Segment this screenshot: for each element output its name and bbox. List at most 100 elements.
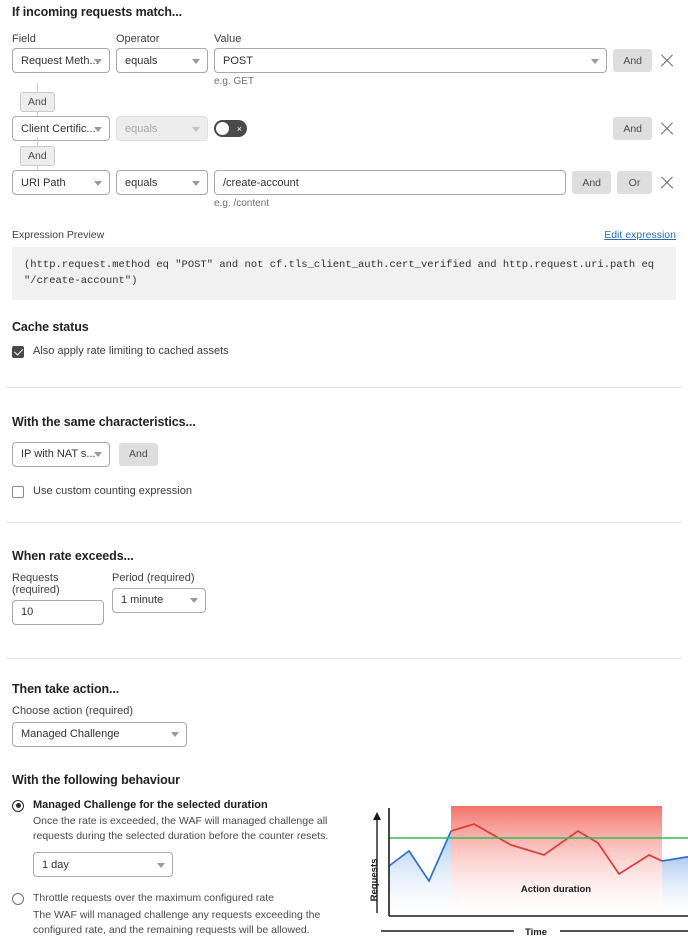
rule-field-value-3: URI Path [21, 176, 66, 189]
rule-value-toggle-2[interactable]: × [214, 120, 247, 137]
chart-ylabel: Requests [369, 858, 380, 901]
behaviour-option-2[interactable]: Throttle requests over the maximum confi… [12, 891, 352, 938]
behaviour-option-1-desc: Once the rate is exceeded, the WAF will … [33, 815, 329, 843]
chevron-down-icon [591, 58, 600, 64]
rule-row: Client Certific... equals × [12, 116, 676, 141]
rule-field-value-2: Client Certific... [21, 122, 96, 135]
column-header-value: Value [214, 33, 242, 45]
page-title: If incoming requests match... [12, 5, 183, 19]
connector-and-button-1[interactable]: And [20, 91, 55, 112]
period-label: Period (required) [112, 571, 195, 584]
chevron-down-icon [171, 732, 179, 738]
rate-limit-chart: Requests Time Time Action duration [366, 798, 688, 944]
chart-annotation: Action duration [521, 884, 591, 895]
chevron-down-icon [192, 126, 200, 132]
chart-line-exceeded [451, 822, 662, 875]
chevron-down-icon [94, 58, 102, 64]
toggle-off-icon: × [236, 123, 242, 134]
edit-expression-link[interactable]: Edit expression [604, 229, 676, 241]
close-icon[interactable] [658, 120, 676, 138]
rule-and-button-3[interactable]: And [572, 171, 611, 194]
action-duration-band [451, 805, 662, 916]
behaviour-option-1[interactable]: Managed Challenge for the selected durat… [12, 798, 352, 878]
rule-field-value-1: Request Meth... [21, 54, 99, 67]
radio-icon-throttle[interactable] [12, 893, 24, 906]
rule-value-input-3[interactable]: /create-account [214, 170, 567, 195]
divider [6, 521, 682, 523]
rule-value-3: /create-account [223, 176, 299, 189]
cache-checkbox-label: Also apply rate limiting to cached asset… [33, 344, 229, 357]
behaviour-option-1-title: Managed Challenge for the selected durat… [33, 798, 268, 811]
close-icon[interactable] [658, 174, 676, 192]
characteristics-select[interactable]: IP with NAT s... [12, 441, 110, 467]
checkbox-icon-cache[interactable] [12, 345, 24, 358]
expression-preview-header: Expression Preview Edit expression [12, 229, 676, 241]
rule-operator-value-3: equals [125, 176, 158, 189]
requests-value: 10 [21, 606, 34, 619]
chevron-down-icon [157, 862, 165, 868]
chart-line-normal-right [662, 855, 688, 862]
rate-limit-chart-svg: Requests Time Time Action duration [369, 805, 688, 938]
chart-line-normal-left [389, 830, 451, 883]
behaviour-title: With the following behaviour [12, 772, 180, 787]
divider [6, 386, 682, 388]
chevron-down-icon [94, 180, 102, 186]
period-value: 1 minute [121, 594, 164, 607]
behaviour-option-2-title: Throttle requests over the maximum confi… [33, 892, 275, 905]
chevron-down-icon [192, 180, 200, 186]
choose-action-label: Choose action (required) [12, 704, 134, 717]
rule-row: Request Meth... equals POST e.g. GET [12, 48, 676, 87]
rule-operator-value-1: equals [125, 54, 158, 67]
duration-select[interactable]: 1 day [33, 852, 173, 878]
chevron-down-icon [190, 598, 198, 604]
chevron-down-icon [94, 126, 102, 132]
custom-counting-label: Use custom counting expression [33, 484, 192, 497]
divider [6, 657, 682, 659]
rule-field-select-1[interactable]: Request Meth... [12, 48, 110, 73]
rule-value-hint-1: e.g. GET [214, 76, 255, 87]
rule-or-button-3[interactable]: Or [617, 171, 652, 194]
rule-row: URI Path equals /create-account e.g. /co… [12, 170, 676, 209]
rule-operator-select-3[interactable]: equals [116, 170, 208, 195]
connector-and-button-2[interactable]: And [20, 145, 55, 166]
rule-operator-value-2: equals [125, 122, 158, 135]
cache-checkbox-row[interactable]: Also apply rate limiting to cached asset… [12, 345, 676, 358]
rule-connector-1: And [12, 83, 676, 120]
requests-input[interactable]: 10 [12, 599, 104, 625]
rule-value-select-1[interactable]: POST [214, 48, 608, 73]
behaviour-option-2-desc: The WAF will managed challenge any reque… [33, 909, 321, 936]
checkbox-icon-custom-counting[interactable] [12, 485, 24, 498]
characteristics-value: IP with NAT s... [21, 448, 96, 461]
choose-action-select[interactable]: Managed Challenge [12, 721, 187, 747]
rule-value-1: POST [223, 54, 253, 67]
custom-counting-row[interactable]: Use custom counting expression [12, 485, 676, 498]
rule-connector-2: And [12, 137, 676, 174]
cache-status-title: Cache status [12, 319, 89, 334]
rule-operator-select-2: equals [116, 116, 208, 141]
chevron-down-icon [192, 58, 200, 64]
expression-preview-label: Expression Preview [12, 229, 105, 241]
choose-action-value: Managed Challenge [21, 728, 120, 741]
rule-field-select-3[interactable]: URI Path [12, 170, 110, 195]
action-title: Then take action... [12, 681, 120, 696]
rule-and-button-1[interactable]: And [613, 49, 652, 72]
radio-icon-managed-challenge[interactable] [12, 799, 24, 812]
expression-preview-text: (http.request.method eq "POST" and not c… [12, 247, 676, 300]
rule-list: Request Meth... equals POST e.g. GET [12, 48, 676, 209]
rule-column-headers: Field Operator Value [12, 33, 676, 45]
chevron-down-icon [94, 452, 102, 458]
rule-and-button-2[interactable]: And [613, 117, 652, 140]
rate-title: When rate exceeds... [12, 548, 134, 563]
close-icon[interactable] [658, 52, 676, 70]
column-header-field: Field [12, 33, 36, 45]
column-header-operator: Operator [116, 33, 160, 45]
rule-operator-select-1[interactable]: equals [116, 48, 208, 73]
chart-xlabel-text: Time [525, 927, 547, 938]
characteristics-and-button[interactable]: And [119, 442, 158, 466]
duration-value: 1 day [42, 858, 69, 871]
rule-field-select-2[interactable]: Client Certific... [12, 116, 110, 141]
rule-value-hint-3: e.g. /content [214, 198, 270, 209]
y-axis-arrow [373, 811, 381, 820]
period-select[interactable]: 1 minute [112, 587, 206, 613]
